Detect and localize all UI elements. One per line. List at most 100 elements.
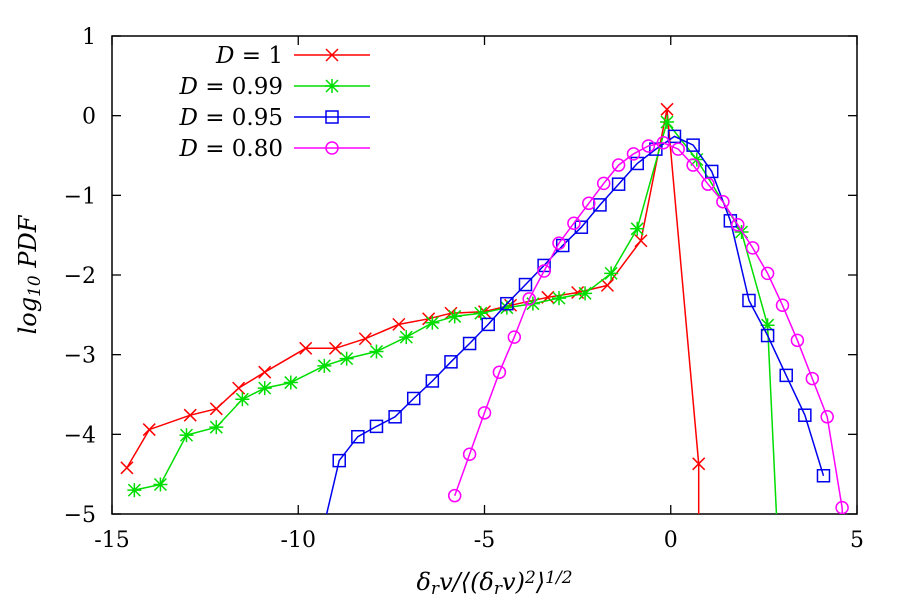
data-point	[704, 164, 719, 179]
data-point	[805, 371, 820, 386]
series-3	[447, 136, 849, 514]
data-point	[447, 309, 462, 324]
data-point	[537, 264, 551, 278]
data-point	[692, 457, 706, 471]
x-tick-label: -10	[281, 528, 316, 553]
data-point	[425, 315, 440, 330]
data-point	[332, 453, 346, 468]
legend-item: D = 0.99	[178, 74, 370, 100]
series-0	[120, 102, 706, 514]
legend-label: D = 0.99	[178, 74, 283, 100]
data-point	[369, 344, 384, 359]
data-point	[406, 391, 421, 406]
data-point	[611, 177, 626, 191]
data-point	[574, 220, 589, 234]
x-tick-label: -15	[94, 528, 129, 553]
data-point	[775, 298, 790, 313]
data-point	[235, 392, 250, 407]
data-point	[798, 408, 812, 422]
data-point	[351, 429, 365, 444]
data-point	[660, 115, 675, 130]
x-tick-label: -5	[474, 528, 495, 553]
data-point	[820, 410, 834, 424]
data-point	[179, 428, 194, 443]
x-axis-title: δrv/⟨(δrv)2⟩1/2	[416, 568, 572, 599]
data-point	[325, 110, 339, 124]
data-point	[760, 266, 775, 281]
data-point	[716, 194, 730, 209]
data-point	[671, 142, 685, 156]
y-tick-label: −1	[64, 184, 96, 209]
data-point	[232, 381, 246, 395]
y-tick-label: 1	[82, 25, 96, 50]
data-point	[630, 156, 644, 171]
data-point	[299, 341, 313, 355]
data-point	[392, 317, 406, 331]
y-tick-label: −4	[64, 423, 96, 448]
x-tick-label: 0	[664, 528, 678, 553]
data-point	[552, 291, 566, 306]
data-point	[555, 238, 570, 253]
data-point	[600, 278, 614, 292]
data-point	[582, 196, 596, 211]
data-point	[734, 224, 749, 239]
axis-titles: δrv/⟨(δrv)2⟩1/2 log10 PDF	[14, 214, 573, 599]
legend-label: D = 0.80	[178, 136, 283, 162]
legend-item: D = 0.80	[178, 136, 370, 162]
data-point	[656, 136, 671, 150]
data-point	[552, 236, 566, 250]
data-point	[492, 365, 507, 379]
data-point	[425, 374, 440, 388]
data-point	[462, 336, 477, 351]
data-point	[760, 328, 775, 343]
data-point	[328, 341, 343, 355]
legend-label: D = 1	[215, 43, 283, 69]
data-point	[507, 330, 522, 344]
data-point	[641, 139, 656, 153]
series-line	[134, 120, 778, 514]
data-point	[473, 306, 488, 321]
data-point	[567, 216, 581, 230]
legend-item: D = 1	[215, 43, 370, 69]
data-point	[339, 351, 354, 366]
data-point	[604, 266, 619, 281]
series-2	[325, 129, 831, 514]
y-tick-label: −5	[64, 503, 96, 528]
data-point	[317, 358, 332, 373]
data-point	[742, 293, 756, 308]
data-point	[500, 296, 514, 311]
data-point	[667, 129, 682, 144]
data-point	[153, 477, 168, 492]
data-point	[209, 420, 224, 435]
data-point	[660, 102, 674, 116]
data-point	[258, 365, 272, 379]
axis-ticks: -15 -10 -5 0 5 −5 −4 −3 −2 −1 0 1	[64, 25, 864, 553]
data-point	[686, 158, 700, 172]
legend-label: D = 0.95	[178, 105, 283, 131]
data-point	[325, 48, 339, 62]
data-point	[283, 375, 298, 390]
data-point	[142, 423, 156, 437]
data-point	[388, 410, 402, 424]
data-point	[731, 218, 745, 232]
series-layer	[120, 102, 849, 514]
data-point	[578, 286, 593, 301]
data-point	[477, 406, 492, 420]
data-point	[462, 447, 477, 461]
data-point	[835, 500, 849, 514]
data-point	[325, 79, 339, 93]
series-line	[325, 135, 825, 514]
y-tick-label: −3	[64, 344, 96, 369]
data-point	[701, 177, 715, 191]
data-point	[444, 355, 458, 369]
x-tick-label: 5	[850, 528, 864, 553]
data-point	[626, 147, 641, 161]
data-point	[325, 141, 339, 155]
data-point	[399, 330, 414, 345]
legend-item: D = 0.95	[178, 105, 370, 131]
data-point	[779, 368, 793, 383]
data-point	[723, 214, 738, 228]
data-point	[630, 221, 645, 236]
data-point	[358, 332, 372, 346]
